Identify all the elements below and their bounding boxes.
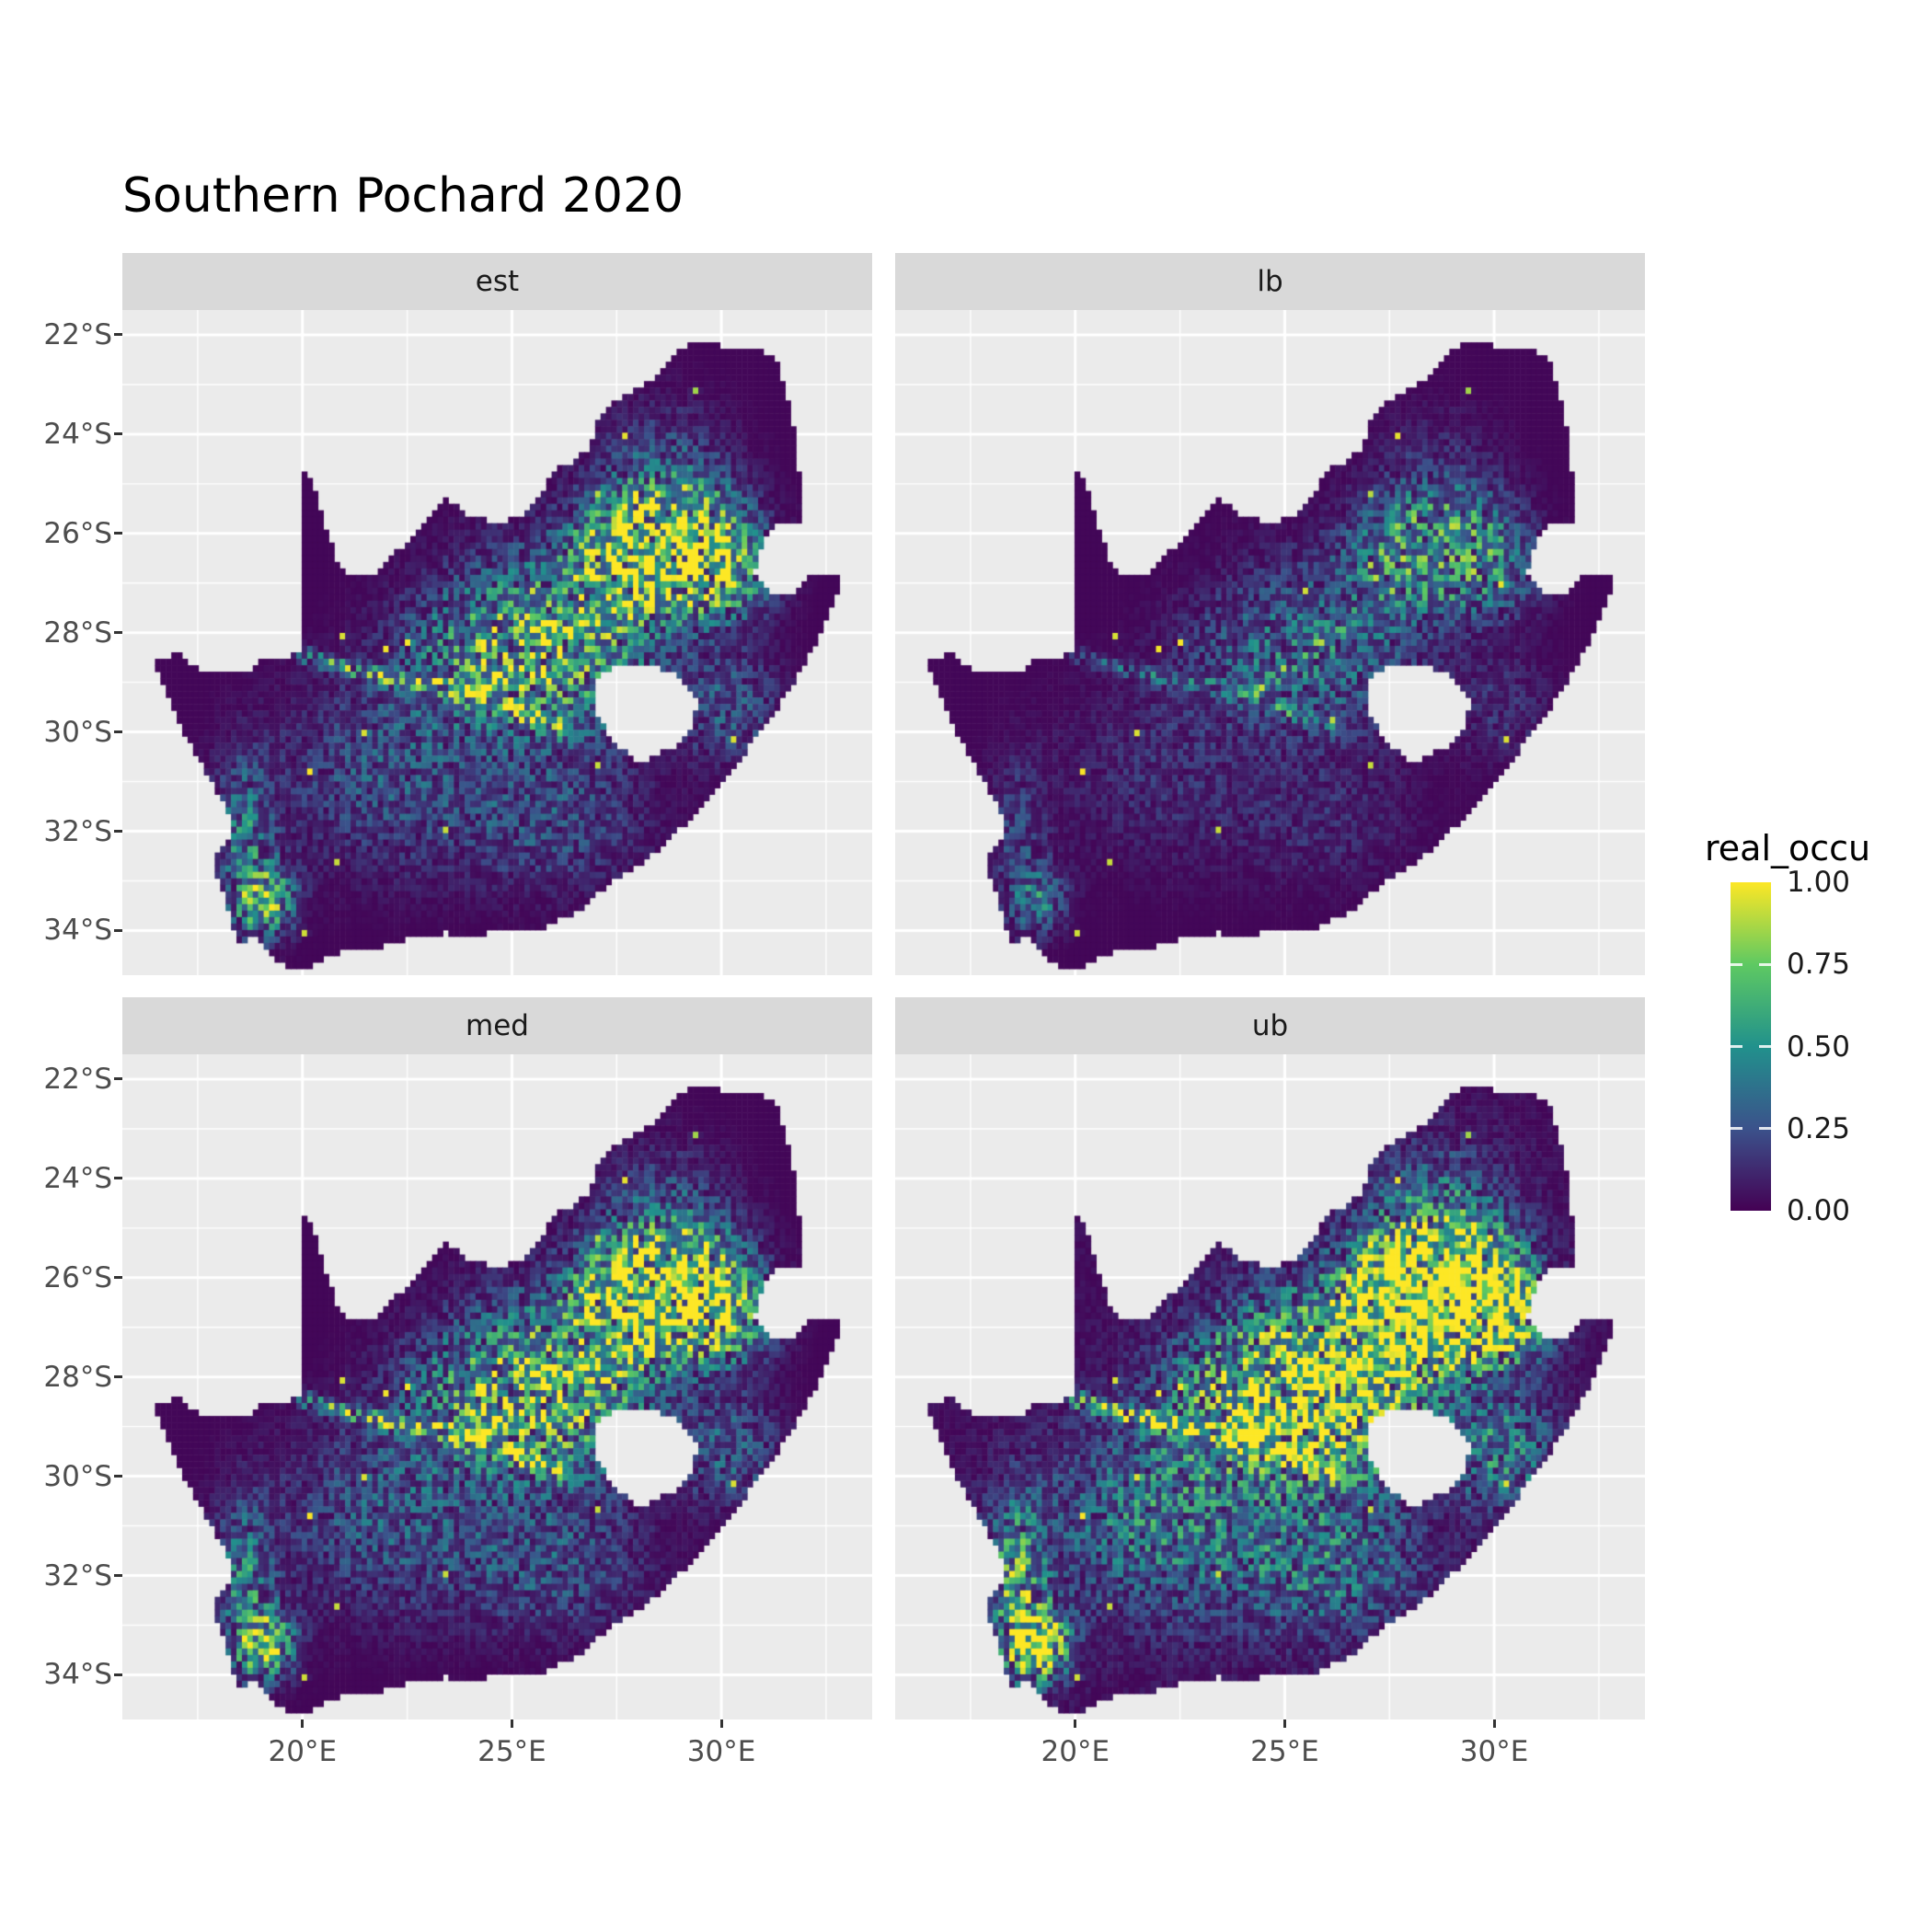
- y-axis-tick-mark: [114, 1177, 122, 1180]
- x-axis-tick-label: 30°E: [1459, 1735, 1529, 1768]
- x-axis-tick-mark: [1282, 1719, 1286, 1728]
- facet-strip-est: est: [122, 253, 872, 310]
- facet-label-ub: ub: [1251, 1009, 1289, 1042]
- raster-map-lb: [895, 310, 1645, 975]
- y-axis-tick-mark: [114, 532, 122, 535]
- y-axis-tick-mark: [114, 1375, 122, 1379]
- y-axis-tick-label: 28°S: [43, 615, 112, 650]
- x-axis-tick-label: 30°E: [686, 1735, 756, 1768]
- facet-label-lb: lb: [1257, 265, 1283, 298]
- y-axis-tick-label: 32°S: [43, 814, 112, 848]
- x-axis-tick-mark: [719, 1719, 723, 1728]
- y-axis-tick-mark: [114, 1574, 122, 1578]
- y-axis-tick-mark: [114, 631, 122, 635]
- facet-strip-med: med: [122, 997, 872, 1054]
- map-panel-lb: [895, 310, 1645, 975]
- map-panel-est: [122, 310, 872, 975]
- y-axis-tick-mark: [114, 830, 122, 834]
- legend-tick-label: 0.75: [1787, 948, 1851, 982]
- legend-tick-mark: [1731, 1127, 1742, 1131]
- y-axis-tick-label: 30°S: [43, 715, 112, 749]
- y-axis-tick-label: 28°S: [43, 1360, 112, 1394]
- legend-tick-label: 0.00: [1787, 1194, 1851, 1227]
- facet-strip-ub: ub: [895, 997, 1645, 1054]
- y-axis-tick-label: 26°S: [43, 516, 112, 550]
- x-axis-tick-label: 25°E: [1250, 1735, 1319, 1768]
- y-axis-tick-label: 24°S: [43, 417, 112, 451]
- map-panel-ub: [895, 1054, 1645, 1719]
- x-axis-tick-mark: [301, 1719, 305, 1728]
- raster-map-ub: [895, 1054, 1645, 1719]
- legend-tick-label: 0.25: [1787, 1111, 1851, 1145]
- legend-tick-mark: [1759, 1045, 1771, 1048]
- raster-map-med: [122, 1054, 872, 1719]
- x-axis-tick-mark: [510, 1719, 513, 1728]
- x-axis-tick-mark: [1492, 1719, 1496, 1728]
- x-axis-tick-label: 25°E: [477, 1735, 546, 1768]
- y-axis-tick-mark: [114, 1475, 122, 1478]
- legend-tick-label: 0.50: [1787, 1029, 1851, 1064]
- y-axis-tick-label: 22°S: [43, 1062, 112, 1096]
- y-axis-tick-label: 34°S: [43, 1658, 112, 1692]
- legend-tick-label: 1.00: [1787, 866, 1851, 899]
- facet-strip-lb: lb: [895, 253, 1645, 310]
- raster-map-est: [122, 310, 872, 975]
- y-axis-tick-mark: [114, 730, 122, 734]
- y-axis-tick-label: 24°S: [43, 1161, 112, 1195]
- y-axis-tick-label: 22°S: [43, 317, 112, 351]
- y-axis-tick-mark: [114, 432, 122, 436]
- legend-title: real_occu: [1705, 828, 1871, 868]
- y-axis-tick-label: 26°S: [43, 1260, 112, 1294]
- x-axis-tick-label: 20°E: [268, 1735, 338, 1768]
- map-panel-med: [122, 1054, 872, 1719]
- x-axis-tick-label: 20°E: [1041, 1735, 1110, 1768]
- legend-tick-mark: [1731, 962, 1742, 966]
- y-axis-tick-mark: [114, 928, 122, 932]
- y-axis-tick-mark: [114, 1077, 122, 1081]
- y-axis-tick-label: 30°S: [43, 1459, 112, 1493]
- plot-title: Southern Pochard 2020: [122, 168, 684, 224]
- y-axis-tick-label: 34°S: [43, 914, 112, 948]
- y-axis-tick-mark: [114, 1673, 122, 1676]
- legend-tick-mark: [1731, 1045, 1742, 1048]
- y-axis-tick-mark: [114, 1276, 122, 1280]
- legend-tick-mark: [1759, 1127, 1771, 1131]
- facet-label-med: med: [466, 1009, 529, 1042]
- x-axis-tick-mark: [1074, 1719, 1077, 1728]
- facet-label-est: est: [475, 265, 520, 298]
- y-axis-tick-label: 32°S: [43, 1558, 112, 1593]
- legend-tick-mark: [1759, 962, 1771, 966]
- y-axis-tick-mark: [114, 333, 122, 337]
